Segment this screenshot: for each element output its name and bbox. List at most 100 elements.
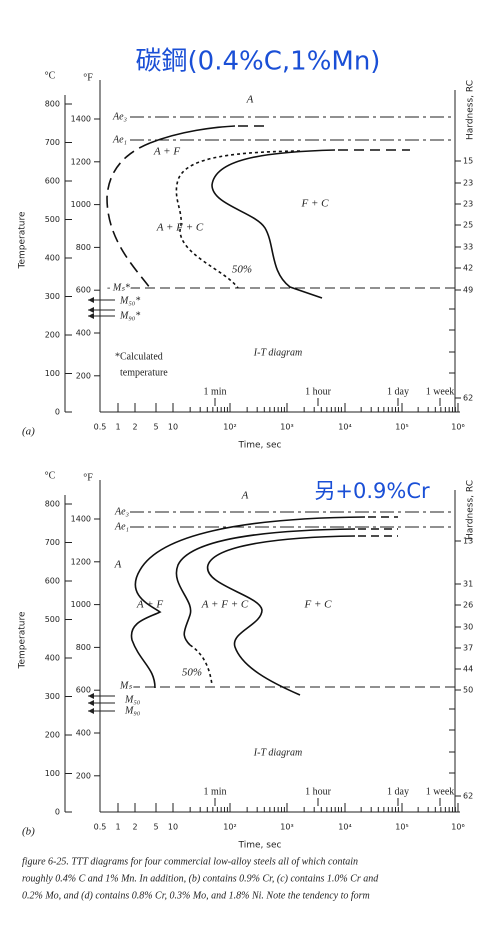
- arrow-head: [88, 693, 94, 699]
- celsius-tick-label: 200: [45, 731, 60, 740]
- transformation-curve: [149, 125, 236, 144]
- caption-line: 0.2% Mo, and (d) contains 0.8% Cr, 0.3% …: [22, 890, 370, 901]
- transformation-curve: [106, 142, 151, 289]
- fahrenheit-tick-label: 1200: [71, 157, 91, 166]
- time-tick-label: 10⁵: [395, 823, 408, 832]
- panel-title: 碳鋼(0.4%C,1%Mn): [136, 47, 381, 77]
- celsius-tick-label: 700: [45, 138, 60, 147]
- time-tick-label: 10: [168, 423, 178, 432]
- diagram-label: I-T diagram: [253, 347, 302, 358]
- celsius-tick-label: 400: [45, 654, 60, 663]
- hardness-title: Hardness, RC: [466, 80, 476, 140]
- line-label: M₉₀: [124, 705, 141, 716]
- time-tick-label: 10³: [280, 823, 293, 832]
- hardness-tick-label: 25: [463, 221, 473, 230]
- y-title: Temperature: [18, 211, 28, 269]
- fahrenheit-unit: °F: [83, 472, 93, 483]
- time-marker: 1 day: [387, 386, 409, 397]
- fahrenheit-tick-label: 200: [76, 771, 91, 780]
- time-tick-label: 5: [153, 823, 158, 832]
- panel-title: 另+0.9%Cr: [314, 479, 430, 503]
- transformation-curve: [175, 528, 356, 646]
- caption-line: roughly 0.4% C and 1% Mn. In addition, (…: [22, 873, 379, 884]
- line-label: M₅₀: [124, 694, 141, 705]
- hardness-tick-label: 15: [463, 157, 473, 166]
- hardness-tick-label: 23: [463, 200, 473, 209]
- note: *Calculated: [115, 351, 163, 362]
- celsius-tick-label: 100: [45, 769, 60, 778]
- line-label: - Mₛ*: [107, 282, 130, 293]
- fahrenheit-tick-label: 400: [76, 729, 91, 738]
- fahrenheit-tick-label: 800: [76, 243, 91, 252]
- transformation-curve: [130, 516, 366, 689]
- panel-label: (a): [22, 426, 35, 438]
- region-label: F + C: [304, 599, 333, 611]
- time-tick-label: 0.5: [94, 823, 107, 832]
- time-tick-label: 10⁴: [338, 823, 351, 832]
- region-label: A: [241, 490, 249, 502]
- panel-label: (b): [22, 826, 35, 838]
- line-label: Ae₃: [112, 111, 128, 122]
- region-label: A + F + C: [201, 599, 249, 611]
- hardness-tick-label: 37: [463, 644, 473, 653]
- fahrenheit-tick-label: 1400: [71, 115, 91, 124]
- celsius-tick-label: 700: [45, 538, 60, 547]
- time-tick-label: 10⁶: [451, 423, 464, 432]
- time-marker: 1 min: [203, 386, 226, 397]
- time-marker: 1 hour: [305, 386, 332, 397]
- line-label: M₅₀*: [119, 295, 140, 306]
- time-tick-label: 10⁶: [451, 823, 464, 832]
- fahrenheit-tick-label: 200: [76, 371, 91, 380]
- time-marker: 1 week: [426, 786, 455, 797]
- note: temperature: [120, 367, 168, 378]
- hardness-title: Hardness, RC: [466, 480, 476, 540]
- arrow-head: [88, 307, 94, 313]
- hardness-tick-label: 33: [463, 243, 473, 252]
- region-label: 50%: [232, 264, 252, 276]
- celsius-tick-label: 200: [45, 331, 60, 340]
- hardness-tick-label: 26: [463, 601, 473, 610]
- hardness-tick-label: 50: [463, 686, 473, 695]
- time-tick-label: 0.5: [94, 423, 107, 432]
- time-tick-label: 10²: [223, 423, 236, 432]
- hardness-tick-label: 49: [463, 286, 473, 295]
- region-label: F + C: [301, 198, 330, 210]
- celsius-tick-label: 300: [45, 292, 60, 301]
- line-label: Ae₃: [114, 506, 130, 517]
- arrow-head: [88, 700, 94, 706]
- hardness-tick-label: 23: [463, 179, 473, 188]
- region-label: A + F: [136, 599, 163, 611]
- celsius-tick-label: 400: [45, 254, 60, 263]
- line-label: M₉₀*: [119, 310, 140, 321]
- hardness-tick-label: 62: [463, 394, 473, 403]
- region-label: 50%: [182, 667, 202, 679]
- caption-line: figure 6-25. TTT diagrams for four comme…: [22, 856, 358, 867]
- celsius-tick-label: 800: [45, 100, 60, 109]
- time-marker: 1 week: [426, 386, 455, 397]
- fahrenheit-unit: °F: [83, 72, 93, 83]
- celsius-tick-label: 600: [45, 177, 60, 186]
- time-tick-label: 10²: [223, 823, 236, 832]
- time-marker: 1 min: [203, 786, 226, 797]
- transformation-curve: [211, 149, 336, 299]
- panel: 碳鋼(0.4%C,1%Mn) °C °F Temperature Hardness, R…: [18, 47, 476, 451]
- panel: 另+0.9%Cr °C °F Temperature Hardness, RC 800 70…: [18, 470, 476, 850]
- celsius-tick-label: 0: [55, 808, 60, 817]
- arrow-head: [88, 708, 94, 714]
- time-tick-label: 2: [132, 423, 137, 432]
- region-label: A: [246, 94, 254, 106]
- hardness-tick-label: 30: [463, 623, 473, 632]
- time-tick-label: 10: [168, 823, 178, 832]
- transformation-curve: [175, 150, 301, 289]
- time-tick-label: 1: [115, 423, 120, 432]
- line-label: Ae₁: [114, 521, 129, 532]
- time-tick-label: 10⁴: [338, 423, 351, 432]
- fahrenheit-tick-label: 600: [76, 286, 91, 295]
- celsius-unit: °C: [45, 70, 56, 81]
- celsius-tick-label: 100: [45, 369, 60, 378]
- celsius-tick-label: 500: [45, 215, 60, 224]
- diagram-label: I-T diagram: [253, 747, 302, 758]
- fahrenheit-tick-label: 1000: [71, 200, 91, 209]
- time-tick-label: 10⁵: [395, 423, 408, 432]
